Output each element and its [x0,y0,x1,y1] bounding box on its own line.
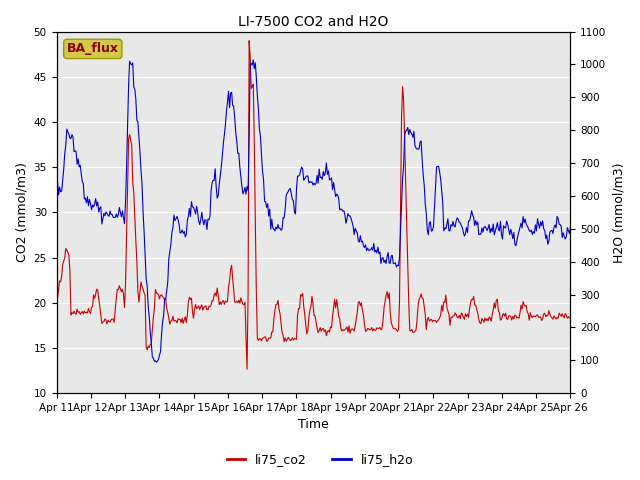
Y-axis label: CO2 (mmol/m3): CO2 (mmol/m3) [15,162,28,262]
Line: li75_co2: li75_co2 [56,41,570,369]
li75_co2 [333,297,340,302]
Legend: li75_co2, li75_h2o: li75_co2, li75_h2o [221,448,419,471]
li75_h2o [566,224,574,229]
li75_h2o [476,231,484,237]
li75_h2o [250,57,257,63]
X-axis label: Time: Time [298,419,329,432]
li75_co2 [52,298,60,304]
li75_h2o [361,245,369,251]
li75_co2 [302,322,310,328]
li75_h2o [556,222,564,228]
li75_co2 [245,38,253,44]
li75_co2 [243,366,251,372]
li75_h2o [333,192,340,197]
Y-axis label: H2O (mmol/m3): H2O (mmol/m3) [612,162,625,263]
Line: li75_h2o: li75_h2o [56,60,570,362]
li75_co2 [299,290,307,296]
li75_co2 [361,321,369,327]
li75_co2 [556,312,564,318]
li75_co2 [476,320,484,326]
li75_h2o [299,166,307,172]
li75_h2o [152,360,160,365]
li75_h2o [302,174,310,180]
Title: LI-7500 CO2 and H2O: LI-7500 CO2 and H2O [238,15,388,29]
li75_co2 [566,316,574,322]
Text: BA_flux: BA_flux [67,42,119,55]
li75_h2o [52,183,60,189]
